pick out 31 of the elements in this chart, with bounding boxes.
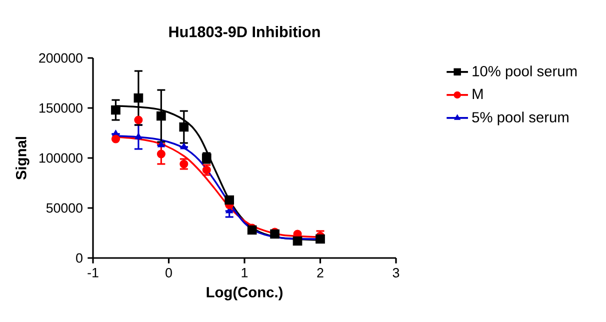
point <box>156 150 166 158</box>
point <box>270 229 280 239</box>
x-tick-label: 3 <box>392 268 400 278</box>
point <box>316 234 325 244</box>
point <box>157 140 165 148</box>
point <box>292 236 302 246</box>
legend-label: 10% pool serum <box>472 66 577 80</box>
x-axis-title: Log(Conc.) <box>206 286 282 300</box>
chart-title: Hu1803-9D Inhibition <box>169 26 320 38</box>
legend-label: M <box>472 88 483 99</box>
y-tick-label: 150000 <box>39 103 82 113</box>
x-tick-label: 1 <box>242 268 248 278</box>
point <box>111 134 120 144</box>
point <box>247 225 257 235</box>
point <box>224 195 234 205</box>
point <box>180 142 188 150</box>
y-tick-label: 50000 <box>46 203 82 213</box>
x-tick-label: 2 <box>317 268 324 278</box>
y-tick-label: 200000 <box>39 53 82 63</box>
legend-label: 5% pool serum <box>472 112 568 126</box>
point <box>179 122 189 132</box>
x-tick-label: -1 <box>88 268 98 278</box>
point <box>134 116 143 124</box>
point <box>134 93 144 103</box>
point <box>156 111 166 121</box>
point <box>111 105 120 115</box>
x-tick-label: 0 <box>166 268 172 278</box>
y-axis-title: Signal <box>16 137 30 180</box>
point <box>134 132 142 140</box>
y-tick-label: 100000 <box>39 153 82 163</box>
y-tick-label: 0 <box>76 253 82 263</box>
